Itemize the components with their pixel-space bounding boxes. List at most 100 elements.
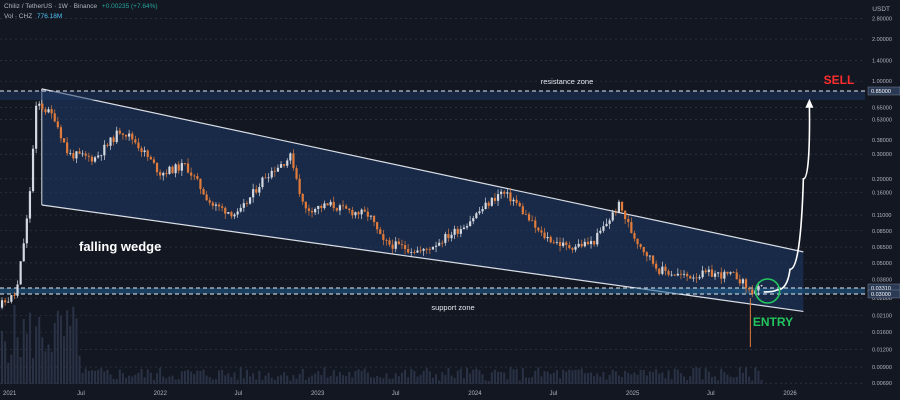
volume-bar <box>462 378 465 384</box>
sell-label: SELL <box>824 73 855 87</box>
candle-body <box>227 212 230 214</box>
volume-bar <box>329 375 332 384</box>
candle-body <box>422 248 425 251</box>
volume-bar <box>469 373 472 384</box>
volume-bar <box>543 371 546 384</box>
candle-body <box>484 202 487 210</box>
volume-bar <box>472 369 475 384</box>
volume-bar <box>710 377 713 384</box>
candle-body <box>478 211 481 214</box>
candle-body <box>320 205 323 209</box>
candle-body <box>69 153 72 154</box>
volume-bar <box>407 377 410 384</box>
candle-body <box>475 213 478 219</box>
candle-body <box>366 211 369 217</box>
volume-bar <box>754 367 757 384</box>
x-tick-label: 2025 <box>626 391 640 397</box>
x-tick-label: 2022 <box>154 391 168 397</box>
volume-bar <box>738 367 741 384</box>
volume-bar <box>413 370 416 384</box>
volume-bar <box>729 376 732 384</box>
volume-bar <box>642 369 645 384</box>
candle-body <box>41 103 44 110</box>
volume-bar <box>227 373 230 384</box>
volume-bar <box>125 378 128 384</box>
candle-body <box>298 178 301 194</box>
volume-bar <box>214 379 217 384</box>
y-tick-label: 0.02800 <box>872 296 892 302</box>
volume-bar <box>273 379 276 384</box>
x-tick-label: 2026 <box>783 391 797 397</box>
volume-bar <box>236 379 239 384</box>
volume-bar <box>416 376 419 384</box>
volume-bar <box>100 367 103 384</box>
volume-bar <box>397 376 400 384</box>
candle-body <box>726 271 729 274</box>
candle-body <box>155 162 159 173</box>
volume-bar <box>596 373 599 384</box>
volume-bar <box>645 375 648 384</box>
candle-body <box>698 277 701 279</box>
volume-bar <box>614 371 617 384</box>
volume-bar <box>720 368 723 384</box>
volume-bar <box>211 379 214 384</box>
volume-bar <box>360 370 363 384</box>
candle-body <box>35 105 38 149</box>
candle-body <box>723 271 726 279</box>
candle-body <box>345 206 348 209</box>
candle-body <box>757 285 760 291</box>
volume-bar <box>4 341 7 384</box>
symbol-title: Chiliz / TetherUS · 1W · Binance <box>4 3 98 10</box>
volume-bar <box>679 373 682 384</box>
volume-bar <box>506 379 509 384</box>
candle-body <box>577 243 580 247</box>
volume-bar <box>326 377 329 384</box>
volume-bar <box>345 376 348 384</box>
volume-bar <box>242 378 245 384</box>
projection-arrowhead <box>805 98 814 108</box>
volume-bar <box>621 377 624 384</box>
candle-body <box>50 109 53 114</box>
volume-bar <box>143 377 146 384</box>
volume-bar <box>552 372 555 384</box>
volume-bar <box>714 376 717 384</box>
volume-bar <box>171 375 174 384</box>
volume-bar <box>608 374 611 384</box>
volume-bar <box>78 355 81 384</box>
price-label: 0.85000 <box>871 89 891 95</box>
candle-body <box>667 270 670 275</box>
candle-body <box>614 212 617 214</box>
volume-bar <box>602 371 605 384</box>
resistance-band <box>0 91 865 100</box>
volume-bar <box>131 376 134 384</box>
resistance-zone-label: resistance zone <box>541 77 594 86</box>
candle-body <box>186 163 190 173</box>
candle-body <box>270 170 273 178</box>
volume-bars <box>1 305 763 384</box>
volume-bar <box>292 375 295 384</box>
candle-body <box>38 103 41 106</box>
candle-body <box>174 164 177 174</box>
entry-circle <box>754 278 781 304</box>
x-tick-label: Jul <box>77 391 85 397</box>
candle-body <box>143 150 146 153</box>
projection-curve <box>763 102 811 293</box>
volume-bar <box>276 376 279 384</box>
y-tick-label: 1.40000 <box>872 59 892 65</box>
candle-body <box>245 203 249 204</box>
volume-bar <box>283 372 286 384</box>
candle-body <box>165 172 168 174</box>
volume-bar <box>19 356 22 384</box>
candle-body <box>472 218 475 222</box>
candle-body <box>261 177 264 188</box>
candle-body <box>193 175 196 177</box>
volume-bar <box>115 379 118 384</box>
candle-body <box>385 240 388 241</box>
candle-body <box>137 142 140 149</box>
candle-body <box>115 130 118 143</box>
falling-wedge-label: falling wedge <box>79 239 161 254</box>
volume-bar <box>261 379 264 384</box>
volume-bar <box>593 375 596 384</box>
x-tick-label: Jul <box>707 391 715 397</box>
candle-body <box>453 228 456 235</box>
